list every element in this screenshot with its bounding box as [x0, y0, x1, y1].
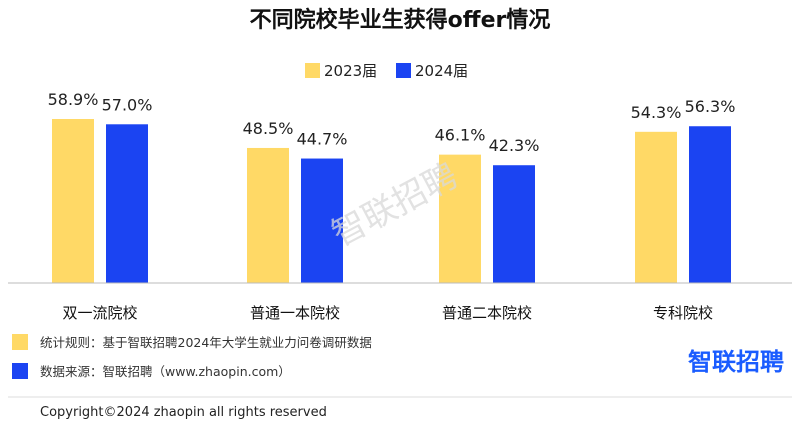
value-label-2023-3: 54.3% — [631, 103, 682, 122]
bar-2024-1 — [301, 158, 343, 283]
legend-label-2023: 2023届 — [324, 62, 377, 80]
value-label-2023-0: 58.9% — [48, 90, 99, 109]
value-label-2024-2: 42.3% — [489, 136, 540, 155]
value-label-2024-0: 57.0% — [102, 95, 153, 114]
bar-2024-2 — [493, 165, 535, 283]
brand-logo: 智联招聘 — [688, 348, 784, 376]
bar-2023-0 — [52, 119, 94, 283]
value-label-2023-1: 48.5% — [243, 119, 294, 138]
chart-title: 不同院校毕业生获得offer情况 — [250, 7, 551, 33]
note-source-text: 数据来源：智联招聘（www.zhaopin.com） — [40, 364, 291, 379]
legend-swatch-2024 — [396, 63, 411, 78]
note-rules-text: 统计规则：基于智联招聘2024年大学生就业力问卷调研数据 — [40, 335, 372, 350]
category-label-0: 双一流院校 — [62, 304, 137, 322]
note-swatch-rules — [12, 334, 28, 350]
category-label-2: 普通二本院校 — [442, 304, 532, 322]
bar-2024-0 — [106, 124, 148, 284]
legend-swatch-2023 — [305, 63, 320, 78]
category-label-3: 专科院校 — [653, 304, 713, 322]
category-label-1: 普通一本院校 — [250, 304, 340, 322]
note-swatch-source — [12, 363, 28, 379]
copyright-text: Copyright©2024 zhaopin all rights reserv… — [40, 405, 327, 420]
bar-2023-2 — [439, 154, 481, 283]
bar-2023-3 — [635, 131, 677, 283]
value-label-2024-3: 56.3% — [685, 97, 736, 116]
legend-label-2024: 2024届 — [415, 62, 468, 80]
notes-block: 统计规则：基于智联招聘2024年大学生就业力问卷调研数据 数据来源：智联招聘（w… — [12, 334, 372, 379]
bar-2024-3 — [689, 126, 731, 284]
value-label-2023-2: 46.1% — [435, 126, 486, 145]
value-label-2024-1: 44.7% — [297, 130, 348, 149]
plot-area: 58.9% 57.0% 双一流院校 48.5%44.7% 普通一本院校 46.1%42.3… — [48, 90, 736, 322]
legend: 2023届 2024届 — [305, 62, 468, 80]
bar-2023-1 — [247, 147, 289, 283]
